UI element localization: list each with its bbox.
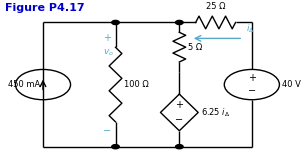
Text: +: + [103, 33, 111, 43]
Text: −: − [175, 115, 183, 125]
Text: 6.25 $i_\Delta$: 6.25 $i_\Delta$ [201, 106, 230, 119]
Text: $i_\Delta$: $i_\Delta$ [246, 23, 255, 35]
Text: 450 mA: 450 mA [8, 80, 40, 89]
Text: 5 Ω: 5 Ω [188, 43, 202, 52]
Circle shape [176, 145, 183, 149]
Circle shape [176, 20, 183, 25]
Text: Figure P4.17: Figure P4.17 [5, 3, 85, 13]
Text: $v_o$: $v_o$ [103, 48, 114, 58]
Text: +: + [248, 73, 256, 83]
Text: 25 Ω: 25 Ω [206, 2, 225, 11]
Circle shape [112, 20, 119, 25]
Text: 100 Ω: 100 Ω [124, 80, 149, 89]
Text: +: + [175, 100, 183, 110]
Circle shape [112, 145, 119, 149]
Text: −: − [103, 126, 111, 136]
Text: −: − [248, 86, 256, 96]
Text: 40 V: 40 V [282, 80, 301, 89]
